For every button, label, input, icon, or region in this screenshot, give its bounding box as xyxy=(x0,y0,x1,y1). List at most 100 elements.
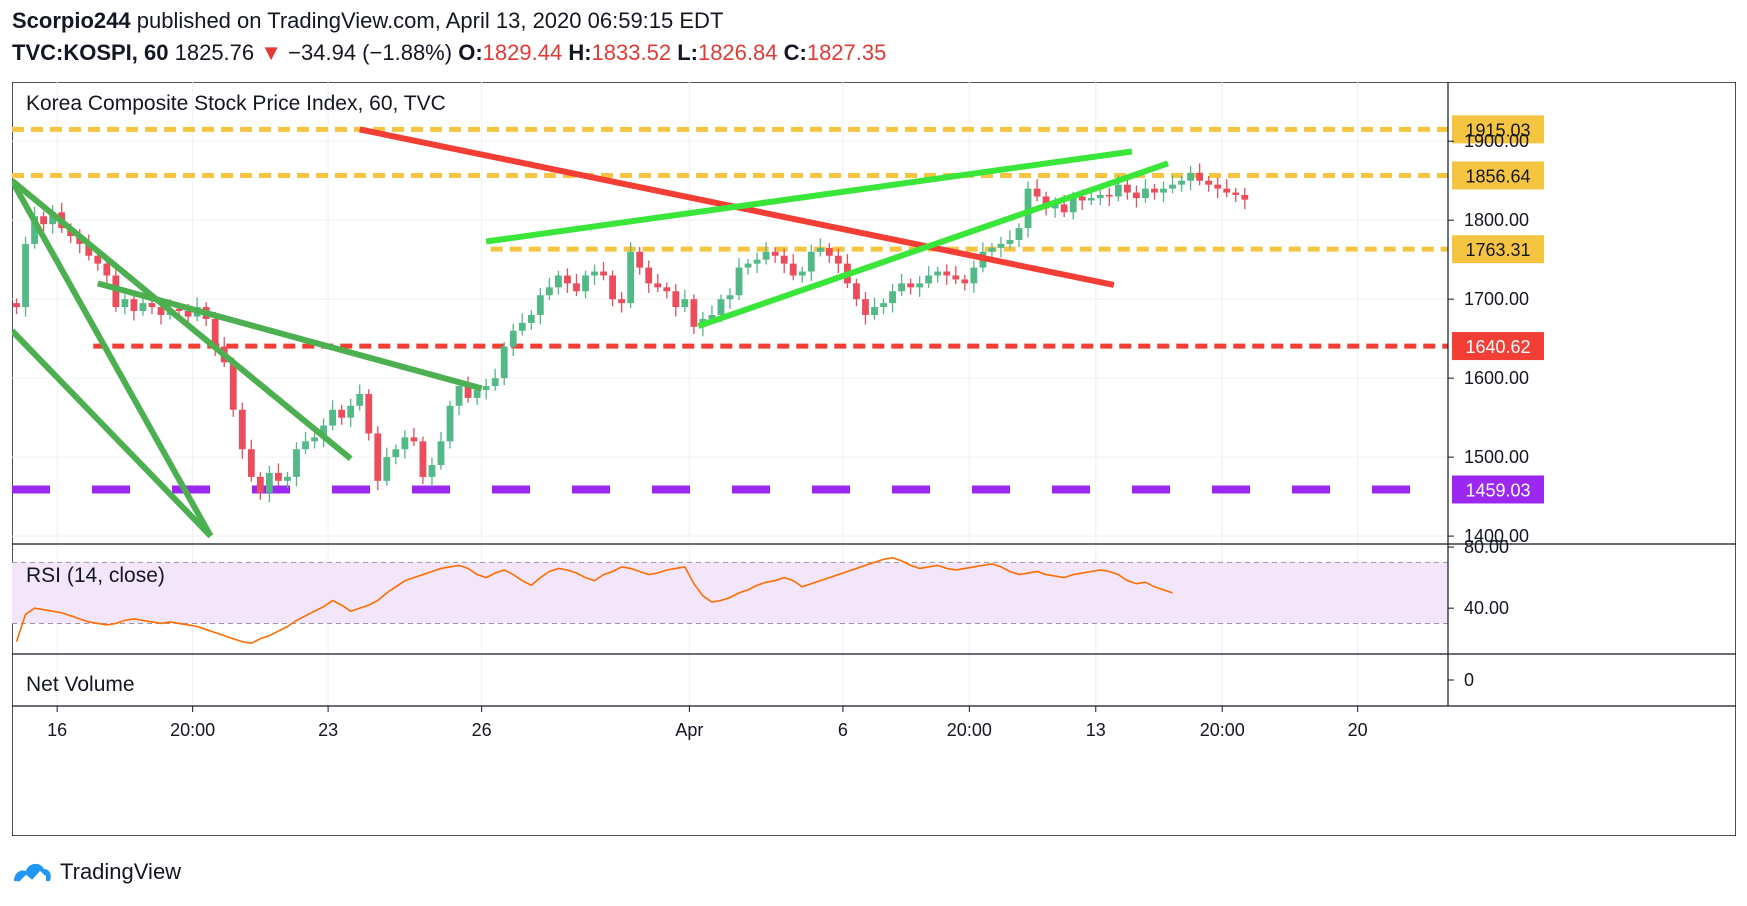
candle-down xyxy=(834,255,842,264)
ohlc-header: TVC:KOSPI, 60 1825.76 ▼ −34.94 (−1.88%) … xyxy=(12,40,886,66)
time-tick-label: 20 xyxy=(1348,720,1368,740)
candle-up xyxy=(509,330,517,347)
pane-dividers xyxy=(12,82,1736,707)
author-name[interactable]: Scorpio244 xyxy=(12,8,131,33)
candle-up xyxy=(473,390,481,398)
time-tick-label: 26 xyxy=(472,720,492,740)
candle-down xyxy=(1214,184,1222,189)
candle-up xyxy=(455,386,463,406)
price-tick-label: 1600.00 xyxy=(1464,368,1529,388)
candle-down xyxy=(1241,194,1249,200)
candle-down xyxy=(952,275,960,280)
rsi-band-fill xyxy=(12,562,1448,624)
candle-up xyxy=(518,322,526,331)
candle-up xyxy=(437,441,445,466)
candle-up xyxy=(446,405,454,442)
candle-down xyxy=(780,255,788,264)
candle-down xyxy=(663,287,671,292)
candle-down xyxy=(365,393,373,434)
candle-down xyxy=(825,247,833,256)
price-level-label: 1640.62 xyxy=(1465,337,1530,357)
candle-down xyxy=(40,216,48,225)
low-value: 1826.84 xyxy=(697,40,778,65)
chart-area[interactable]: 1915.03 1856.64 1763.31 1640.62 1459.03 1400.… xyxy=(12,82,1736,836)
high-label: H: xyxy=(568,40,592,65)
time-tick-label: 16 xyxy=(47,720,67,740)
candle-up xyxy=(925,275,933,284)
candle-down xyxy=(184,311,192,317)
candle-up xyxy=(798,271,806,276)
price-levels xyxy=(12,126,1448,494)
candle-down xyxy=(654,283,662,288)
candle-up xyxy=(555,275,562,288)
candle-down xyxy=(1078,196,1086,201)
candle-down xyxy=(256,476,264,493)
candle-down xyxy=(573,283,580,292)
candle-down xyxy=(636,251,644,268)
candle-down xyxy=(789,263,797,276)
candle-up xyxy=(1142,188,1149,199)
time-tick-label: 20:00 xyxy=(170,720,215,740)
candle-down xyxy=(1060,204,1068,213)
candle-up xyxy=(997,243,1005,248)
candle-up xyxy=(916,283,924,288)
candle-up xyxy=(401,437,409,450)
down-arrow-icon: ▼ xyxy=(260,40,283,65)
candle-down xyxy=(961,279,969,284)
candle-up xyxy=(708,314,716,319)
publish-info: Scorpio244 published on TradingView.com,… xyxy=(12,8,723,34)
trendline xyxy=(97,280,483,392)
open-value: 1829.44 xyxy=(482,40,563,65)
candle-down xyxy=(247,449,255,477)
candle-up xyxy=(311,437,318,442)
candle-down xyxy=(238,409,246,450)
candle-down xyxy=(338,409,346,418)
candle-up xyxy=(139,303,147,312)
candle-up xyxy=(527,314,535,323)
candle-down xyxy=(564,275,571,284)
candle-up xyxy=(807,251,815,272)
candle-down xyxy=(275,472,282,481)
candle-down xyxy=(1232,192,1240,195)
published-text: published on TradingView.com, April 13, … xyxy=(136,8,724,33)
candle-up xyxy=(880,303,887,308)
time-tick-label: 6 xyxy=(838,720,848,740)
price-tick-label: 1900.00 xyxy=(1464,131,1529,151)
candle-up xyxy=(329,409,337,426)
candle-down xyxy=(943,271,951,276)
trendlines xyxy=(12,126,1170,539)
candle-down xyxy=(645,267,653,284)
candle-down xyxy=(410,437,418,442)
rsi-pane-title: RSI (14, close) xyxy=(26,564,165,587)
candle-up xyxy=(356,393,364,406)
open-label: O: xyxy=(458,40,483,65)
main-pane-title: Korea Composite Stock Price Index, 60, T… xyxy=(26,92,446,115)
candle-up xyxy=(1051,204,1059,209)
volume-tick-label: 0 xyxy=(1464,670,1474,690)
candle-down xyxy=(94,255,102,264)
candle-down xyxy=(211,318,219,347)
candle-up xyxy=(970,267,978,284)
candle-up xyxy=(1187,172,1195,181)
time-tick-label: 20:00 xyxy=(1200,720,1245,740)
candle-up xyxy=(428,465,436,477)
candle-up xyxy=(889,291,896,304)
candle-down xyxy=(175,308,183,312)
candle-up xyxy=(1006,239,1014,244)
candle-up xyxy=(31,216,38,244)
candle-down xyxy=(618,299,626,304)
candle-up xyxy=(762,251,770,260)
tradingview-brand[interactable]: TradingView xyxy=(60,859,182,884)
candle-down xyxy=(1123,184,1131,193)
candle-up xyxy=(753,259,761,264)
candle-down xyxy=(600,271,607,276)
candle-down xyxy=(1223,188,1231,193)
candle-down xyxy=(907,283,915,288)
close-label: C: xyxy=(783,40,807,65)
volume-pane-title: Net Volume xyxy=(26,673,135,696)
candle-up xyxy=(591,271,598,276)
candle-down xyxy=(103,263,111,276)
footer: TradingView xyxy=(12,855,181,889)
trendline xyxy=(12,179,214,538)
candle-up xyxy=(717,299,725,315)
